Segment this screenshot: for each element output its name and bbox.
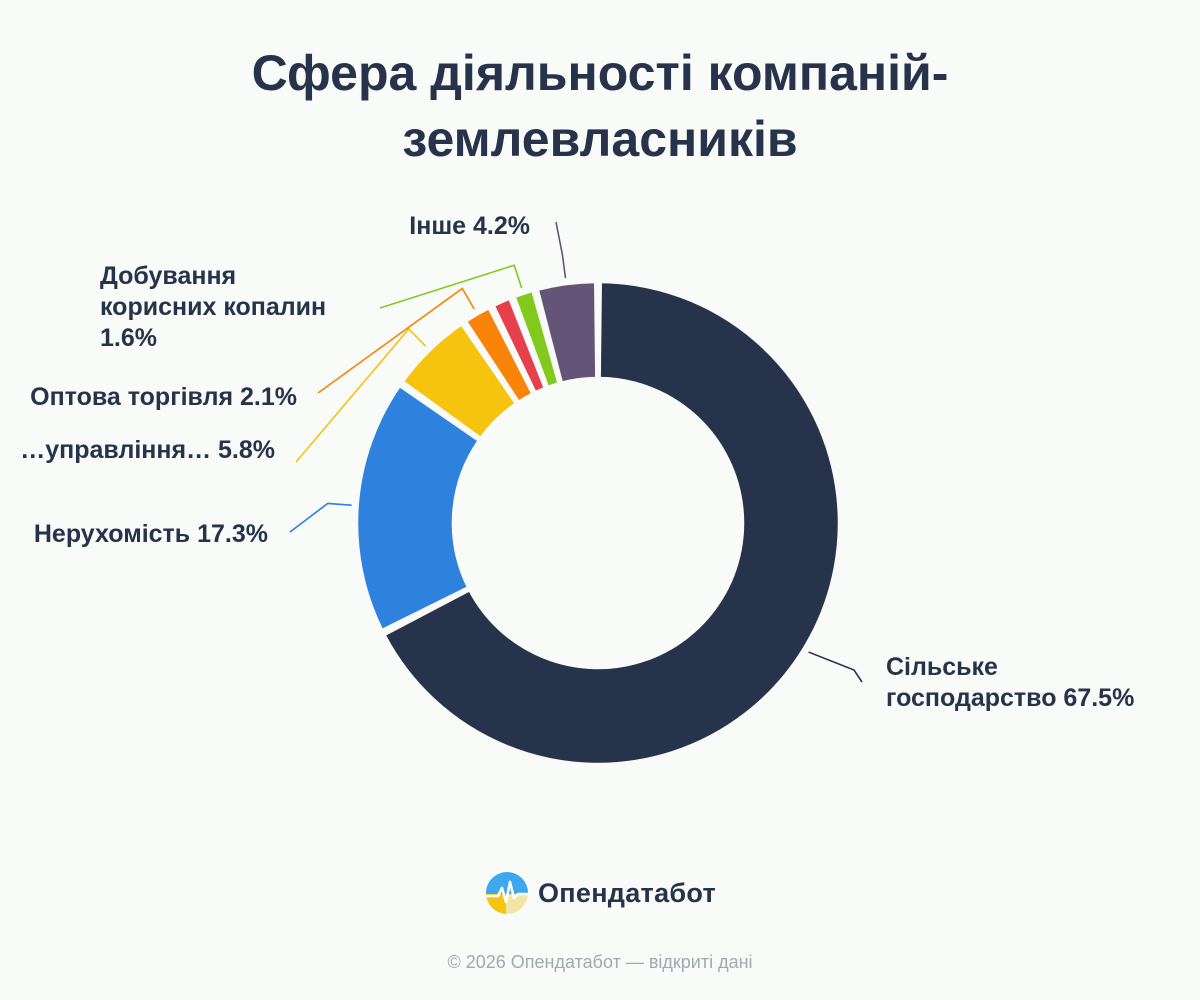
chart-title-line-1: Сфера діяльності компаній- (251, 45, 949, 101)
opendatabot-logo-icon (485, 872, 528, 914)
data-label: …управління… 5.8% (20, 436, 275, 464)
data-label: Оптова торгівля 2.1% (30, 383, 297, 411)
leader-line (317, 287, 475, 394)
donut-slice[interactable] (355, 384, 480, 632)
chart-title: Сфера діяльності компаній- землевласникі… (0, 40, 1200, 172)
footer-copyright: © 2026 Опендатабот — відкриті дані (447, 952, 753, 972)
brand-logo[interactable]: Опендатабот (0, 866, 1200, 920)
donut-slice[interactable] (464, 306, 534, 403)
donut-slice[interactable] (536, 280, 598, 384)
chart-title-line-2: землевласників (402, 111, 798, 167)
logo-text: Опендатабот (537, 877, 717, 908)
leader-line (295, 327, 427, 463)
leader-line (555, 221, 567, 279)
data-label: Сільське господарство 67.5% (886, 653, 1134, 712)
donut-slice[interactable] (492, 297, 547, 394)
donut-slice[interactable] (401, 323, 518, 440)
data-label: Нерухомість 17.3% (34, 520, 268, 548)
donut-slice[interactable] (383, 280, 841, 766)
leader-line (289, 502, 352, 533)
data-label: Добування корисних копалин 1.6% (100, 262, 326, 352)
data-label: Інше 4.2% (409, 212, 530, 240)
leader-line (379, 264, 523, 309)
donut-slice[interactable] (513, 289, 560, 389)
leader-line (808, 651, 863, 683)
